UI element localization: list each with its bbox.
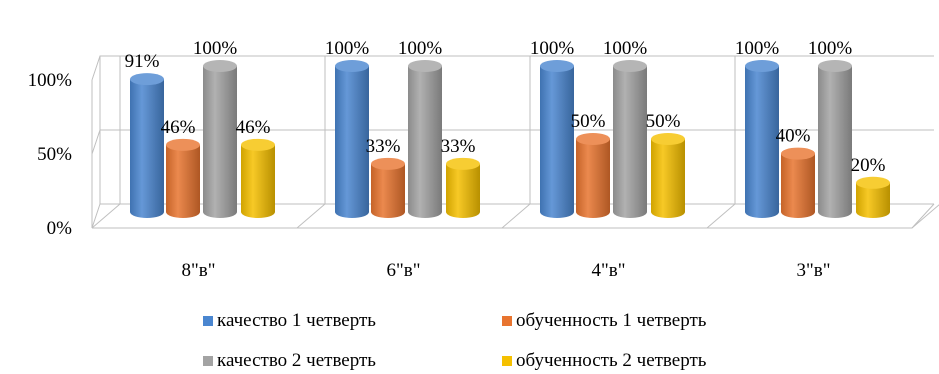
bar (613, 60, 647, 218)
bar (446, 157, 480, 218)
bar-body (166, 144, 200, 218)
bar-body (130, 79, 164, 218)
bar-body (203, 66, 237, 218)
y-tick-label: 50% (37, 144, 72, 165)
x-tick-label: 6"в" (387, 260, 421, 281)
bar-top (241, 138, 275, 151)
bar-top (856, 176, 890, 189)
bar (818, 60, 852, 218)
category-divider (296, 203, 326, 229)
bar-top (651, 133, 685, 145)
bar-body (613, 66, 647, 218)
legend-swatch-series-3 (203, 356, 213, 366)
bar-body (241, 144, 275, 218)
legend-item-series-2: обученность 1 четверть (502, 310, 706, 332)
legend-swatch-series-2 (502, 316, 512, 326)
legend-label-series-4: обученность 2 четверть (516, 350, 707, 371)
bar-top (130, 73, 164, 86)
data-label: 20% (851, 155, 886, 176)
data-label: 100% (603, 38, 648, 59)
y-tick-label: 100% (28, 70, 73, 91)
bar (335, 60, 369, 218)
bar-body (856, 182, 890, 218)
bar-body (446, 163, 480, 218)
bar-body (540, 66, 574, 218)
data-label: 100% (398, 38, 443, 59)
bar-chart: 0% 50% 100% 91% 46% 100% 46% 100% 33% 100% 33% 100… (28, 38, 939, 281)
category-divider (501, 203, 531, 229)
bar-body (781, 153, 815, 218)
bar (781, 147, 815, 218)
bar (856, 176, 890, 218)
bar-body (408, 66, 442, 218)
legend-label-series-2: обученность 1 четверть (516, 310, 707, 331)
bar-top (335, 60, 369, 72)
data-label: 91% (125, 51, 160, 72)
data-label: 50% (571, 111, 606, 132)
chart-walls (91, 55, 939, 229)
data-label: 50% (646, 111, 681, 132)
bar-top (540, 60, 574, 72)
legend-label-series-3: качество 2 четверть (217, 350, 376, 371)
bar (745, 60, 779, 218)
bar (203, 60, 237, 218)
data-label: 40% (776, 126, 811, 147)
bar-body (745, 66, 779, 218)
bar-top (781, 147, 815, 160)
bar-top (371, 157, 405, 170)
data-label: 46% (236, 117, 271, 138)
legend-swatch-series-1 (203, 316, 213, 326)
bar-top (203, 60, 237, 72)
category-divider (706, 203, 736, 229)
x-axis: 8"в" 6"в" 4"в" 3"в" (182, 260, 831, 281)
bar (576, 133, 610, 218)
bars (130, 60, 890, 218)
x-tick-label: 4"в" (592, 260, 626, 281)
legend-label-series-1: качество 1 четверть (217, 310, 376, 331)
bar-top (446, 157, 480, 170)
bar-top (166, 138, 200, 151)
data-label: 100% (530, 38, 575, 59)
bar (540, 60, 574, 218)
category-divider (91, 203, 121, 229)
bar-top (818, 60, 852, 72)
legend-item-series-4: обученность 2 четверть (502, 350, 706, 372)
bar (408, 60, 442, 218)
bar (371, 157, 405, 218)
y-tick-label: 0% (47, 218, 73, 239)
legend-item-series-1: качество 1 четверть (203, 310, 376, 332)
bar (241, 138, 275, 218)
data-label: 100% (735, 38, 780, 59)
bar (130, 73, 164, 218)
bar-body (651, 139, 685, 218)
bar (166, 138, 200, 218)
bar-body (576, 139, 610, 218)
bar-body (371, 163, 405, 218)
legend-item-series-3: качество 2 четверть (203, 350, 376, 372)
legend-swatch-series-4 (502, 356, 512, 366)
bar-body (335, 66, 369, 218)
y-axis: 0% 50% 100% (28, 70, 73, 239)
data-labels: 91% 46% 100% 46% 100% 33% 100% 33% 100% 50% 100% 50… (125, 38, 886, 176)
bar-top (745, 60, 779, 72)
bar-top (408, 60, 442, 72)
category-divider (911, 204, 939, 229)
data-label: 100% (808, 38, 853, 59)
bar-top (576, 133, 610, 145)
data-label: 100% (325, 38, 370, 59)
data-label: 46% (161, 117, 196, 138)
x-tick-label: 8"в" (182, 260, 216, 281)
x-tick-label: 3"в" (797, 260, 831, 281)
bar (651, 133, 685, 218)
data-label: 33% (441, 136, 476, 157)
bar-top (613, 60, 647, 72)
data-label: 33% (366, 136, 401, 157)
data-label: 100% (193, 38, 238, 59)
bar-body (818, 66, 852, 218)
